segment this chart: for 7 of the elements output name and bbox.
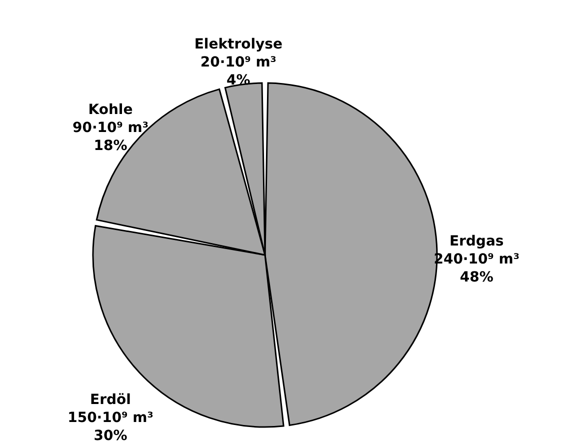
slice-label: Erdöl xyxy=(90,392,131,408)
slice-label: Kohle xyxy=(88,102,133,118)
slice-label: Erdgas xyxy=(449,234,504,250)
data-label: 150·10⁹ m³ 30% xyxy=(68,410,154,444)
data-label: 20·10⁹ m³ 4% xyxy=(200,54,276,89)
data-label: 90·10⁹ m³ 18% xyxy=(72,120,148,154)
slice-label: Elektrolyse xyxy=(194,36,282,53)
